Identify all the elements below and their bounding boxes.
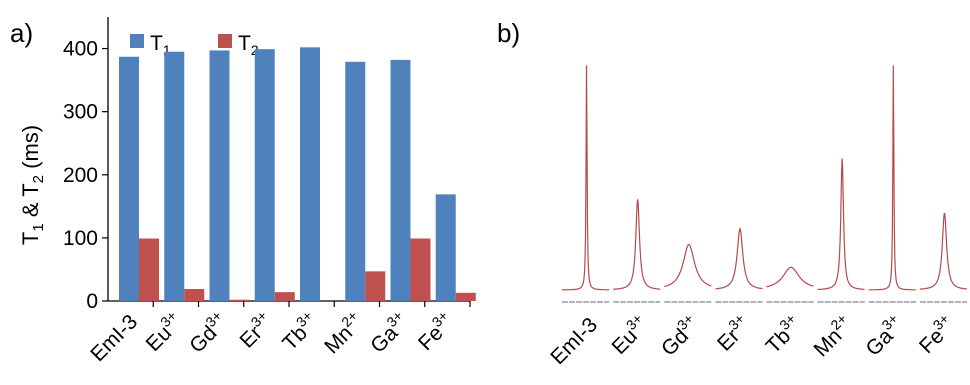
bar-t1-5 [345,61,366,302]
legend-label-t1: T1 [150,32,171,58]
bar-t2-5 [365,271,386,301]
bar-t2-3 [274,292,295,301]
bar-t1-4 [300,47,320,301]
bar-t1-6 [390,59,411,301]
spectrum-label-5: Mn2+ [807,310,858,361]
y-tick-label: 200 [63,164,98,187]
spectrum-label-4: Tb3+ [759,310,807,358]
legend-swatch-t1 [130,34,144,48]
bar-t1-3 [254,49,275,301]
x-tick-label-3: Er3+ [233,307,278,352]
bar-t2-2 [229,299,250,301]
y-tick-label: 300 [63,101,98,124]
y-axis-title: T1 & T2 (ms) [18,125,47,245]
bar-t1-7 [435,194,456,301]
x-tick-label-1: Eu3+ [139,307,188,356]
spectrum-2 [664,243,712,288]
x-tick-label-5: Mn2+ [317,307,368,358]
panel-b-label: b) [497,18,520,48]
legend: T1 T2 [130,32,259,58]
bar-t2-0 [139,238,159,301]
spectrum-5 [817,158,865,290]
bar-t1-0 [119,56,139,302]
spectrum-label-6: Ga3+ [859,310,909,360]
panel-b-spectra: b) EmI-3 Eu3+Gd3+Er3+Tb3+Mn2+Ga3+Fe3+ [497,18,968,369]
spectrum-label-7: Fe3+ [912,310,960,358]
bar-t2-6 [410,238,431,301]
x-tick-label-2: Gd3+ [182,307,232,357]
bar-t1-2 [209,50,230,302]
spectrum-label-1: Eu3+ [605,310,654,359]
spectrum-label-2: Gd3+ [654,310,704,360]
x-axis-labels: EmI-3 Eu3+Gd3+Er3+Tb3+Mn2+Ga3+Fe3+ [86,307,459,366]
spectrum-label-0: EmI-3 [546,313,602,369]
spectrum-3 [715,227,763,290]
panel-a-bar-chart: a) T1 T2 T1 & T2 (ms) 0 100 200 300 400 EmI-… [10,17,476,366]
spectrum-6 [868,65,916,291]
spectrum-7 [919,212,968,290]
x-tick-label-6: Ga3+ [363,307,413,357]
spectrum-label-3: Er3+ [710,310,755,355]
legend-swatch-t2 [218,34,232,48]
spectrum-4 [766,266,814,288]
spectrum-0 [562,65,609,291]
spectrum-1 [612,199,661,290]
bar-t1-1 [164,51,185,301]
x-tick-label-0: EmI-3 [86,310,142,366]
panel-a-label: a) [10,18,33,48]
y-tick-label: 400 [63,38,98,61]
x-tick-label-7: Fe3+ [411,307,459,355]
y-tick-label: 0 [86,290,98,313]
y-tick-label: 100 [63,227,98,250]
y-axis-ticks: 0 100 200 300 400 [63,38,108,313]
spectra-labels: EmI-3 Eu3+Gd3+Er3+Tb3+Mn2+Ga3+Fe3+ [546,310,960,369]
bar-t2-7 [455,292,476,301]
x-tick-label-4: Tb3+ [275,307,323,355]
bars [119,47,476,302]
bar-t2-1 [184,289,205,301]
spectra [562,65,968,303]
